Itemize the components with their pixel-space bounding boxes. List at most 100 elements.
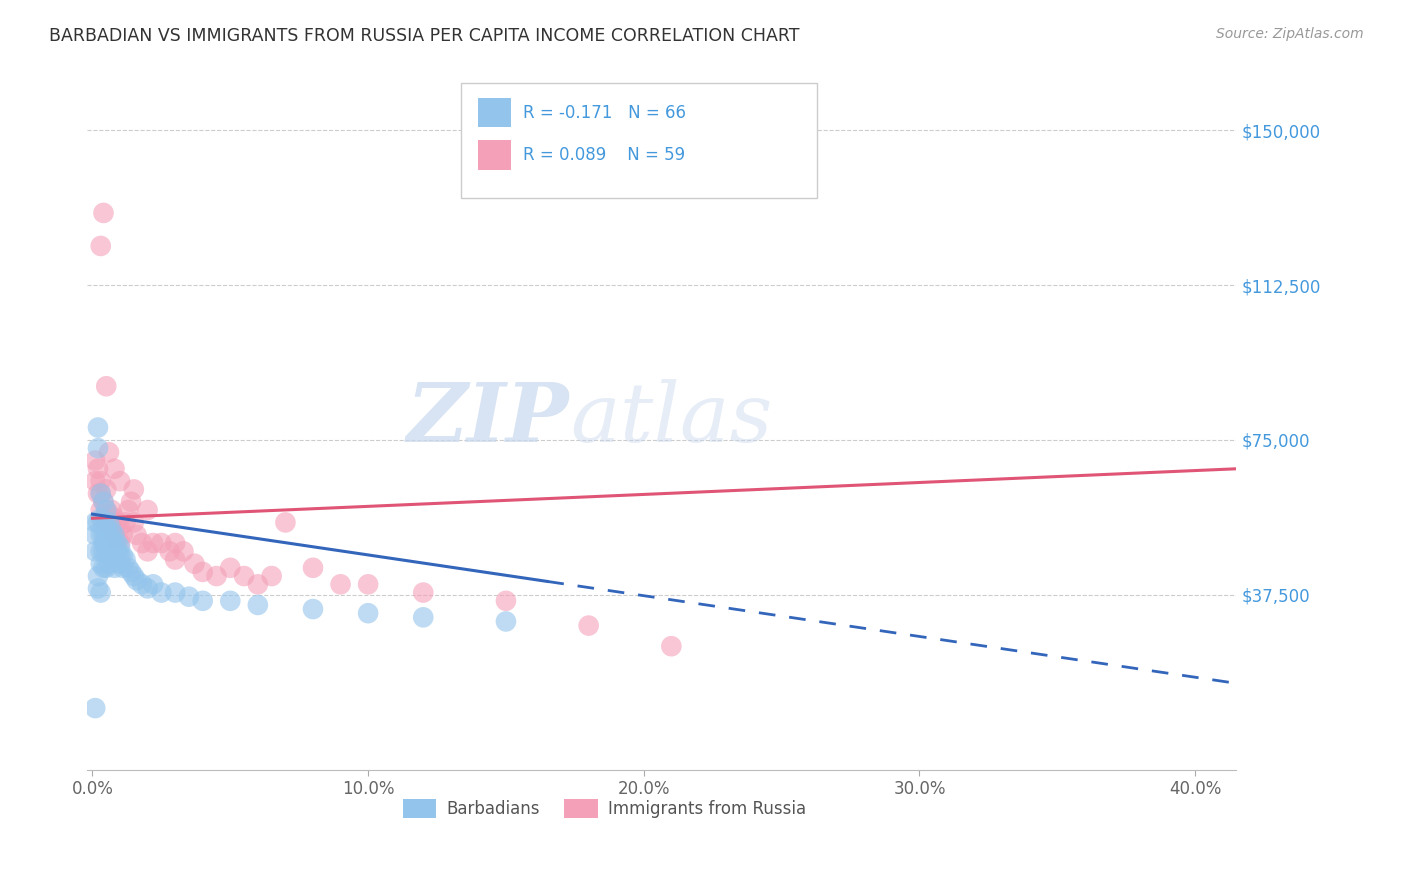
Point [90,557,112,571]
Point [111,549,134,563]
Point [105,536,128,550]
Point [98,516,121,530]
Point [103,511,125,525]
Point [495,594,517,608]
Point [108,540,131,554]
Point [105,532,128,546]
Point [302,602,325,616]
Point [98,557,121,571]
Point [108,557,131,571]
Point [495,615,517,629]
Point [659,639,682,653]
FancyBboxPatch shape [461,83,817,198]
Point [84,474,107,488]
Point [100,552,122,566]
Point [108,536,131,550]
Point [412,610,434,624]
Point [100,519,122,533]
Point [98,524,121,538]
Point [122,516,145,530]
Point [90,486,112,500]
Point [108,474,131,488]
Point [159,544,181,558]
Point [105,544,128,558]
Point [142,536,165,550]
Point [105,516,128,530]
Point [246,577,269,591]
Point [98,528,121,542]
Point [87,420,110,434]
Point [111,528,134,542]
Point [412,585,434,599]
Point [93,495,115,509]
Point [122,483,145,497]
Point [96,528,118,542]
Point [125,528,148,542]
Point [150,585,173,599]
Point [260,569,283,583]
Point [205,569,228,583]
Point [191,594,214,608]
Point [93,561,115,575]
Point [219,561,242,575]
Point [87,516,110,530]
Point [90,511,112,525]
Point [120,495,142,509]
Point [165,585,187,599]
Point [96,503,118,517]
Point [98,445,121,459]
Point [93,511,115,525]
Point [150,536,173,550]
Point [108,549,131,563]
Point [233,569,256,583]
Point [84,453,107,467]
Point [136,503,159,517]
Point [103,536,125,550]
Point [103,462,125,476]
Point [87,441,110,455]
Point [84,701,107,715]
Point [219,594,242,608]
Point [357,606,380,620]
Point [90,585,112,599]
Point [87,486,110,500]
Point [93,528,115,542]
Point [108,519,131,533]
Point [131,536,153,550]
Point [114,516,136,530]
Point [105,552,128,566]
Point [96,544,118,558]
Point [90,486,112,500]
Point [96,379,118,393]
Point [90,474,112,488]
Point [136,544,159,558]
Point [90,239,112,253]
Point [122,569,145,583]
Point [131,577,153,591]
Point [578,618,600,632]
Point [103,528,125,542]
Point [177,590,200,604]
Point [96,503,118,517]
Point [142,577,165,591]
Point [90,544,112,558]
Point [117,561,139,575]
Point [100,524,122,538]
Point [103,544,125,558]
Point [93,536,115,550]
Point [96,483,118,497]
Point [114,552,136,566]
Point [93,206,115,220]
Point [111,561,134,575]
Point [98,536,121,550]
Text: BARBADIAN VS IMMIGRANTS FROM RUSSIA PER CAPITA INCOME CORRELATION CHART: BARBADIAN VS IMMIGRANTS FROM RUSSIA PER … [49,27,800,45]
Point [96,561,118,575]
Point [84,528,107,542]
Point [183,557,205,571]
Text: R = 0.089    N = 59: R = 0.089 N = 59 [523,145,685,164]
Point [165,536,187,550]
Point [90,528,112,542]
Point [96,536,118,550]
Point [302,561,325,575]
Point [96,519,118,533]
